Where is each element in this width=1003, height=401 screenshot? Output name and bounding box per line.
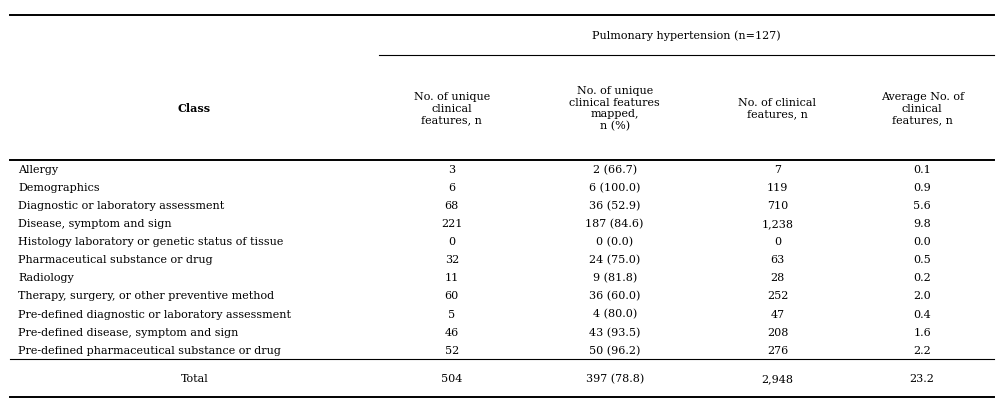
Text: 9.8: 9.8 — [913, 219, 930, 229]
Text: Pulmonary hypertension (n=127): Pulmonary hypertension (n=127) — [592, 31, 780, 41]
Text: 3: 3 — [447, 164, 455, 174]
Text: Pharmaceutical substance or drug: Pharmaceutical substance or drug — [18, 255, 213, 265]
Text: 24 (75.0): 24 (75.0) — [589, 255, 640, 265]
Text: Disease, symptom and sign: Disease, symptom and sign — [18, 219, 172, 229]
Text: No. of unique
clinical features
mapped,
n (%): No. of unique clinical features mapped, … — [569, 86, 659, 131]
Text: No. of clinical
features, n: No. of clinical features, n — [738, 97, 815, 119]
Text: 46: 46 — [444, 327, 458, 337]
Text: 397 (78.8): 397 (78.8) — [585, 373, 643, 383]
Text: 0.4: 0.4 — [913, 309, 930, 319]
Text: 9 (81.8): 9 (81.8) — [592, 273, 636, 283]
Text: 2.2: 2.2 — [913, 345, 930, 355]
Text: 0.1: 0.1 — [913, 164, 930, 174]
Text: 1.6: 1.6 — [913, 327, 930, 337]
Text: 50 (96.2): 50 (96.2) — [589, 345, 640, 355]
Text: 6 (100.0): 6 (100.0) — [589, 182, 640, 192]
Text: 28: 28 — [769, 273, 783, 283]
Text: 0.5: 0.5 — [913, 255, 930, 265]
Text: 68: 68 — [444, 200, 458, 211]
Text: Pre-defined pharmaceutical substance or drug: Pre-defined pharmaceutical substance or … — [18, 345, 281, 355]
Text: 2 (66.7): 2 (66.7) — [592, 164, 636, 174]
Text: 4 (80.0): 4 (80.0) — [592, 309, 636, 319]
Text: Pre-defined disease, symptom and sign: Pre-defined disease, symptom and sign — [18, 327, 238, 337]
Text: 0.0: 0.0 — [913, 237, 930, 247]
Text: 1,238: 1,238 — [760, 219, 792, 229]
Text: 0: 0 — [447, 237, 455, 247]
Text: 52: 52 — [444, 345, 458, 355]
Text: 6: 6 — [447, 182, 455, 192]
Text: 47: 47 — [769, 309, 783, 319]
Text: Average No. of
clinical
features, n: Average No. of clinical features, n — [880, 92, 963, 125]
Text: 119: 119 — [766, 182, 787, 192]
Text: 5: 5 — [447, 309, 455, 319]
Text: No. of unique
clinical
features, n: No. of unique clinical features, n — [413, 92, 489, 125]
Text: 5.6: 5.6 — [913, 200, 930, 211]
Text: Class: Class — [178, 103, 211, 114]
Text: 252: 252 — [766, 291, 787, 301]
Text: 36 (52.9): 36 (52.9) — [589, 200, 640, 211]
Text: Demographics: Demographics — [18, 182, 99, 192]
Text: 2,948: 2,948 — [760, 373, 792, 383]
Text: 0.9: 0.9 — [913, 182, 930, 192]
Text: 0.2: 0.2 — [913, 273, 930, 283]
Text: 36 (60.0): 36 (60.0) — [589, 291, 640, 301]
Text: Radiology: Radiology — [18, 273, 74, 283]
Text: 504: 504 — [440, 373, 462, 383]
Text: 60: 60 — [444, 291, 458, 301]
Text: 23.2: 23.2 — [909, 373, 934, 383]
Text: Histology laboratory or genetic status of tissue: Histology laboratory or genetic status o… — [18, 237, 283, 247]
Text: 208: 208 — [766, 327, 787, 337]
Text: 32: 32 — [444, 255, 458, 265]
Text: 221: 221 — [440, 219, 462, 229]
Text: 63: 63 — [769, 255, 783, 265]
Text: Diagnostic or laboratory assessment: Diagnostic or laboratory assessment — [18, 200, 224, 211]
Text: 43 (93.5): 43 (93.5) — [589, 327, 640, 337]
Text: 0: 0 — [773, 237, 780, 247]
Text: Pre-defined diagnostic or laboratory assessment: Pre-defined diagnostic or laboratory ass… — [18, 309, 291, 319]
Text: 11: 11 — [444, 273, 458, 283]
Text: 2.0: 2.0 — [913, 291, 930, 301]
Text: 187 (84.6): 187 (84.6) — [585, 219, 643, 229]
Text: Therapy, surgery, or other preventive method: Therapy, surgery, or other preventive me… — [18, 291, 274, 301]
Text: Allergy: Allergy — [18, 164, 58, 174]
Text: 710: 710 — [766, 200, 787, 211]
Text: 0 (0.0): 0 (0.0) — [596, 237, 633, 247]
Text: 7: 7 — [773, 164, 780, 174]
Text: 276: 276 — [766, 345, 787, 355]
Text: Total: Total — [181, 373, 209, 383]
